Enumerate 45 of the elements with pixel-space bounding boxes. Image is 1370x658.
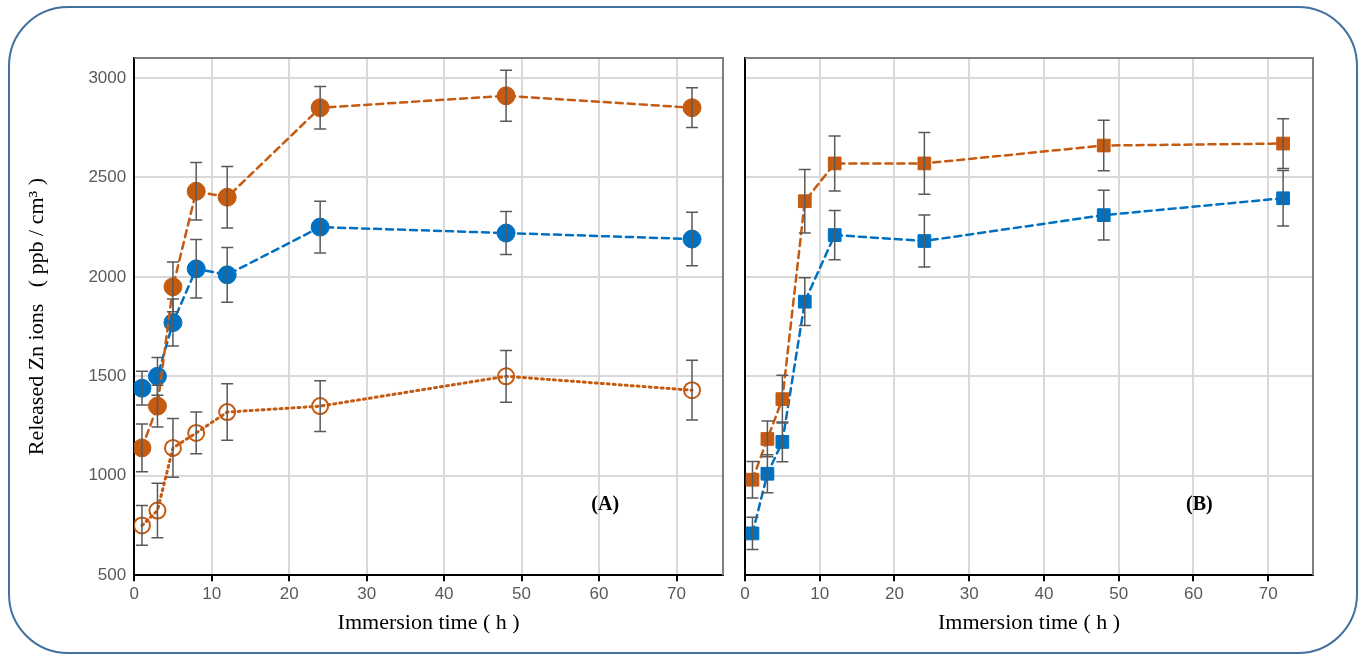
x-tick-label: 30 <box>357 584 377 604</box>
point <box>760 432 775 446</box>
x-tick-label: 50 <box>1109 584 1129 604</box>
point <box>163 438 182 457</box>
x-tick-label: 50 <box>512 584 532 604</box>
y-tick-label: 500 <box>97 564 127 584</box>
y-tick-label: 1500 <box>88 365 127 385</box>
point <box>760 466 775 481</box>
point <box>1096 138 1111 153</box>
x-tick-label: 10 <box>810 584 830 604</box>
x-tick-label: 20 <box>885 584 904 604</box>
point <box>827 156 842 171</box>
point <box>827 228 842 242</box>
point <box>147 396 167 416</box>
x-tick-label: 30 <box>959 584 979 604</box>
x-tick-label: 60 <box>1183 584 1203 604</box>
point <box>187 423 206 442</box>
point <box>775 392 790 407</box>
y-tick-label: 2500 <box>88 167 127 187</box>
y-tick-label: 1000 <box>88 465 127 485</box>
y-tick-label: 2000 <box>88 266 127 286</box>
x-axis-title: Immersion time ( h ) <box>337 608 520 634</box>
y-tick-label: 3000 <box>88 67 127 87</box>
x-axis-title: Immersion time ( h ) <box>937 608 1121 634</box>
point <box>775 435 790 449</box>
point <box>218 403 237 422</box>
annotation: (A) <box>591 492 620 516</box>
x-tick-label: 40 <box>434 584 454 604</box>
x-tick-label: 70 <box>1258 584 1278 604</box>
x-tick-label: 0 <box>740 584 750 604</box>
x-tick-label: 40 <box>1034 584 1054 604</box>
x-tick-label: 0 <box>129 584 139 604</box>
point <box>683 381 702 400</box>
annotation: (B) <box>1186 492 1213 516</box>
x-tick-label: 10 <box>202 584 222 604</box>
point <box>1096 208 1111 223</box>
point <box>497 367 516 386</box>
point <box>311 397 330 416</box>
point <box>917 234 932 248</box>
y-axis-title: Released Zn ions ( ppb / cm³ ) <box>22 177 48 456</box>
x-tick-label: 20 <box>279 584 299 604</box>
x-tick-label: 60 <box>589 584 609 604</box>
x-tick-label: 70 <box>667 584 686 604</box>
point <box>917 156 932 171</box>
point <box>148 501 167 520</box>
